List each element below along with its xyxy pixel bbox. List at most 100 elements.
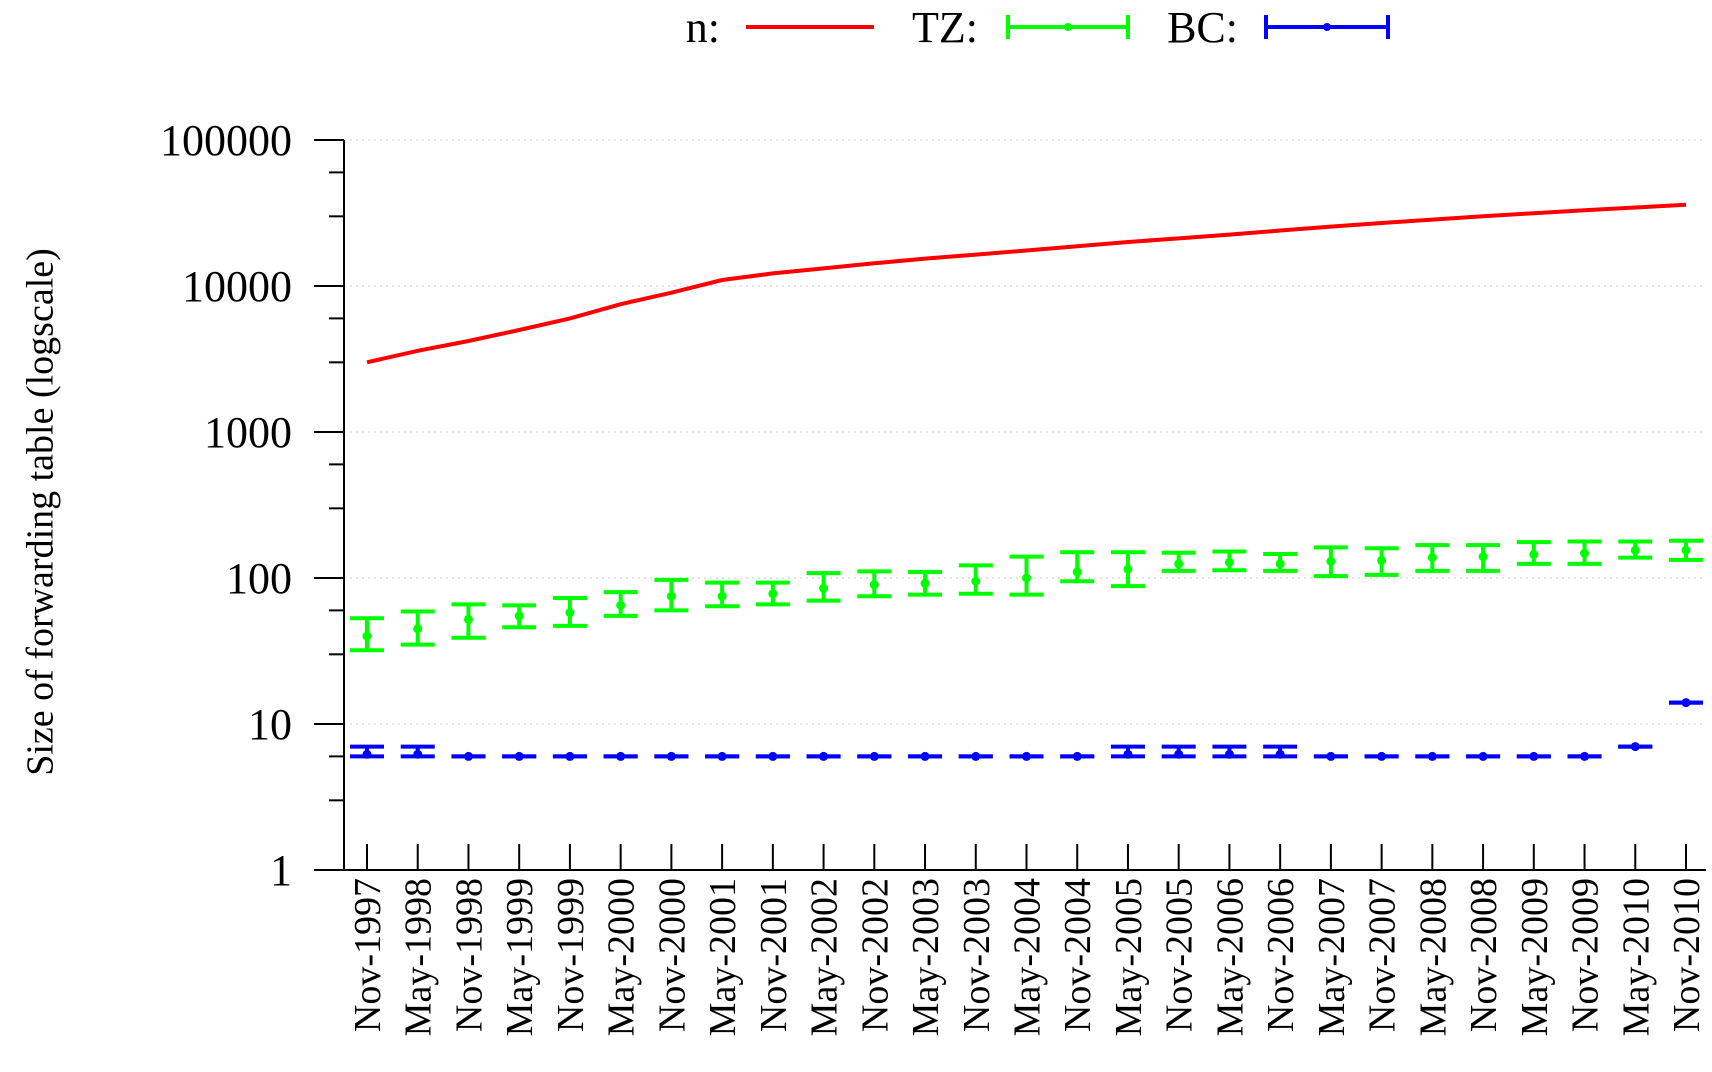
error-bar: [806, 571, 841, 603]
x-tick-label: Nov-2010: [1666, 878, 1708, 1032]
x-tick-label: May-2009: [1514, 878, 1556, 1036]
legend-swatch-tz: [1006, 15, 1130, 39]
data-point: [1377, 555, 1387, 565]
data-point: [768, 589, 778, 599]
error-bar: [1415, 543, 1450, 573]
data-point: [1427, 553, 1437, 563]
error-bar: [705, 580, 740, 609]
error-bar: [1009, 751, 1044, 761]
x-tick-label: Nov-1998: [448, 878, 490, 1032]
error-bar: [1110, 550, 1145, 589]
data-point: [1224, 749, 1234, 759]
x-tick-label: Nov-2008: [1463, 878, 1505, 1032]
error-bar: [1618, 742, 1653, 752]
error-bar: [1618, 539, 1653, 560]
error-bar: [1263, 744, 1298, 759]
data-point: [362, 749, 372, 759]
error-bar: [958, 563, 993, 596]
x-tick-label: May-2003: [905, 878, 947, 1036]
data-point: [768, 751, 778, 761]
x-tick-label: Nov-2003: [956, 878, 998, 1032]
data-point: [666, 751, 676, 761]
series-layer: [350, 202, 1703, 761]
data-point: [1072, 567, 1082, 577]
x-tick-label: May-2010: [1615, 878, 1657, 1036]
error-bar: [1161, 550, 1196, 573]
data-point: [1275, 749, 1285, 759]
error-bar: [857, 569, 892, 599]
series-bc: [350, 698, 1703, 761]
data-point: [413, 749, 423, 759]
data-point: [1529, 751, 1539, 761]
error-bar: [1212, 549, 1247, 573]
legend-swatch-bc: [1264, 15, 1390, 39]
x-tick-label: Nov-2001: [753, 878, 795, 1032]
error-bar: [1567, 751, 1602, 761]
data-point: [514, 611, 524, 621]
error-bar: [1516, 540, 1551, 566]
error-bar: [755, 751, 790, 761]
data-point: [1377, 751, 1387, 761]
x-tick-label: May-1999: [499, 878, 541, 1036]
error-bar: [705, 751, 740, 761]
data-point: [463, 614, 473, 624]
error-bar: [908, 751, 943, 761]
error-bar: [1313, 545, 1348, 579]
data-point: [717, 751, 727, 761]
error-bar: [350, 616, 384, 653]
data-point: [1478, 552, 1488, 562]
data-point: [362, 631, 372, 641]
x-tick-label: Nov-2006: [1260, 878, 1302, 1032]
data-point: [869, 580, 879, 590]
error-bar: [552, 595, 587, 628]
x-tick-label: Nov-2009: [1565, 878, 1607, 1032]
error-bar: [1060, 550, 1095, 584]
error-bar: [1669, 698, 1703, 708]
data-point: [819, 751, 829, 761]
error-bar: [1313, 751, 1348, 761]
data-point: [1580, 751, 1590, 761]
series-line: [366, 202, 1687, 365]
error-bar: [1161, 744, 1196, 759]
x-tick-label: Nov-2000: [651, 878, 693, 1032]
error-bar: [1364, 751, 1399, 761]
data-point: [514, 751, 524, 761]
data-point: [869, 751, 879, 761]
data-point: [819, 583, 829, 593]
legend: n: TZ: BC:: [686, 3, 1390, 52]
error-bar: [755, 580, 790, 607]
y-ticks: 1 10 100 1000 10000 100000: [160, 116, 344, 895]
x-tick-label: May-2005: [1108, 878, 1150, 1036]
error-bar: [603, 751, 638, 761]
data-point: [1123, 564, 1133, 574]
data-point: [1022, 573, 1031, 583]
data-point: [666, 591, 676, 601]
x-tick-label: Nov-2007: [1362, 878, 1404, 1032]
x-tick-label: May-2001: [702, 878, 744, 1036]
error-bar: [806, 751, 841, 761]
error-bar: [1567, 539, 1602, 566]
data-point: [1478, 751, 1488, 761]
y-tick-label: 10000: [182, 262, 292, 311]
error-bar: [451, 602, 486, 640]
error-bar: [1516, 751, 1551, 761]
x-tick-label: Nov-2005: [1159, 878, 1201, 1032]
error-bar: [502, 751, 537, 761]
legend-label-tz: TZ:: [912, 3, 978, 52]
error-bar: [654, 577, 689, 613]
data-point: [565, 751, 575, 761]
data-point: [1427, 751, 1437, 761]
data-point: [1123, 749, 1133, 759]
data-point: [1072, 751, 1082, 761]
y-tick-label: 1000: [204, 408, 292, 457]
data-point: [616, 600, 626, 610]
x-tick-label: Nov-1997: [347, 878, 389, 1032]
y-tick-label: 1: [270, 846, 292, 895]
data-point: [1022, 751, 1031, 761]
error-bar: [451, 751, 486, 761]
error-bar: [1110, 744, 1145, 759]
data-point: [1529, 549, 1539, 559]
y-tick-label: 10: [248, 700, 292, 749]
x-tick-label: May-2004: [1007, 878, 1049, 1036]
